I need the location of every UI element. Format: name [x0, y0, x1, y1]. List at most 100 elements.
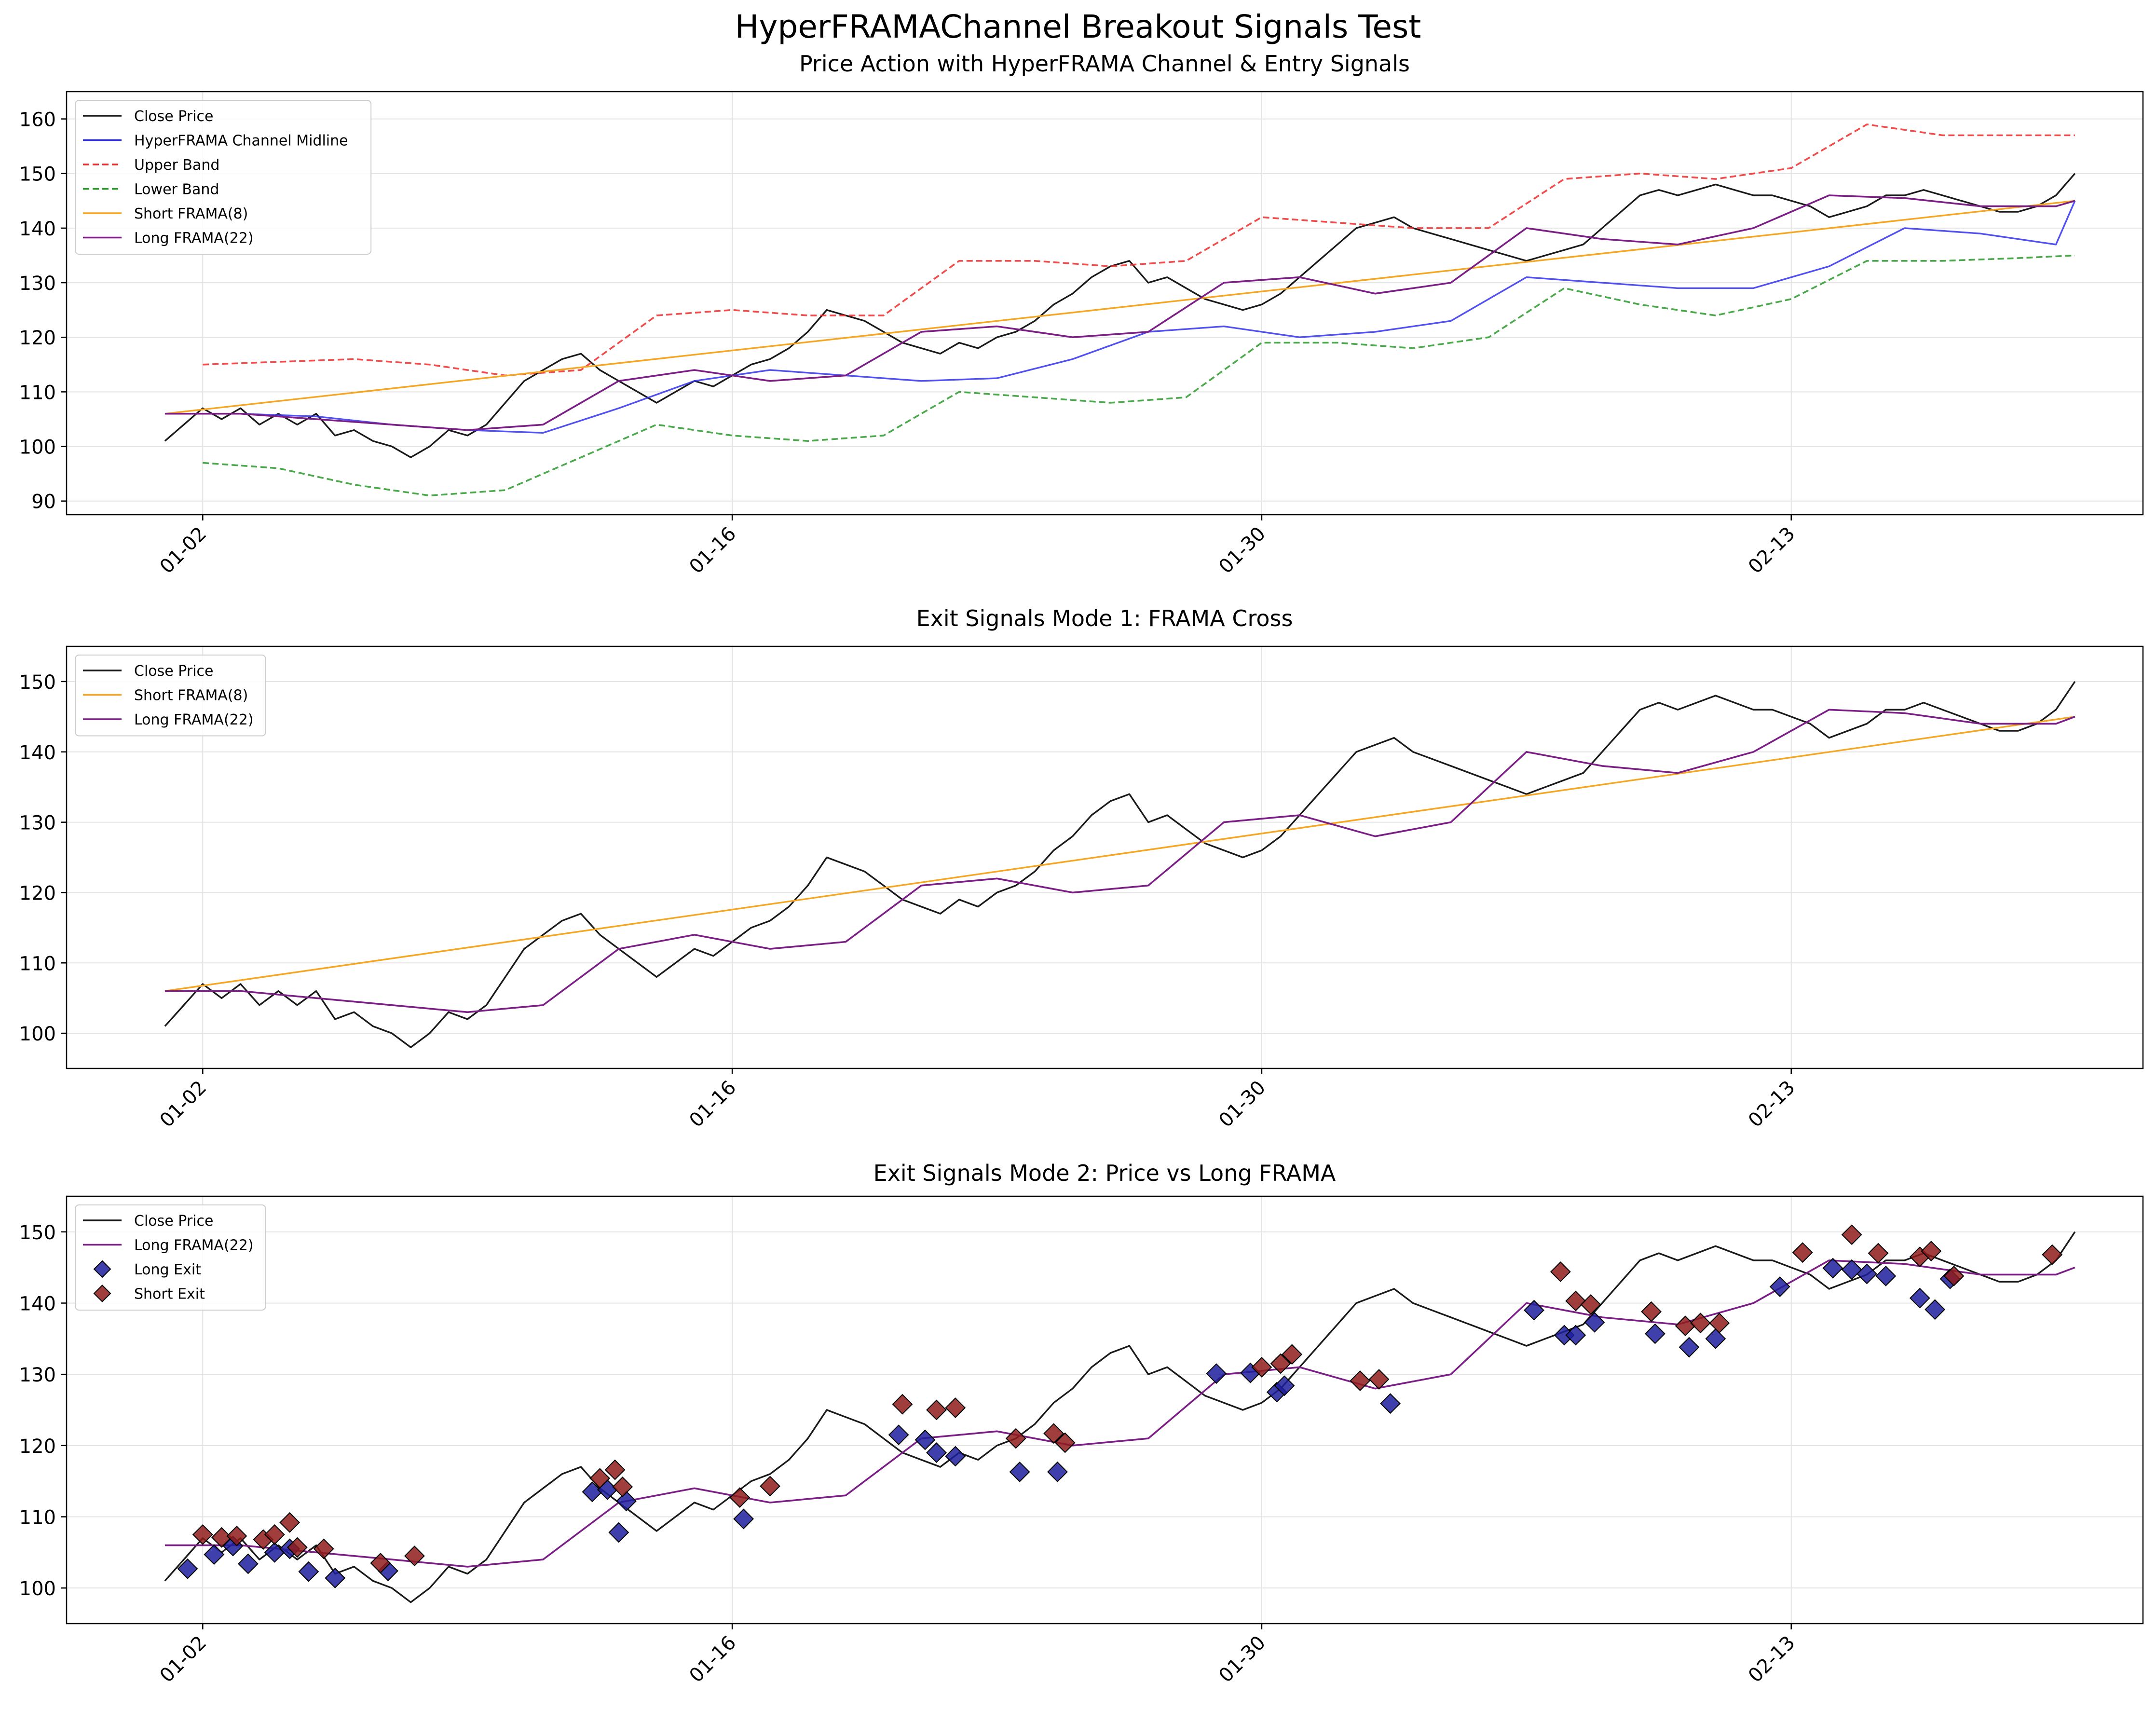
short-exit-marker: [1921, 1241, 1942, 1262]
y-tick-label: 140: [19, 1293, 56, 1315]
short-exit-marker: [1282, 1344, 1303, 1365]
series-short-frama-8: [164, 200, 2075, 415]
long-exit-marker: [1705, 1328, 1726, 1349]
short-exit-marker: [1550, 1261, 1571, 1282]
gridlines: [67, 92, 2143, 515]
short-exit-marker: [1368, 1369, 1390, 1390]
legend-label: Close Price: [134, 108, 213, 125]
gridlines: [67, 1196, 2143, 1624]
y-tick-label: 150: [19, 1222, 56, 1244]
legend-label: Close Price: [134, 663, 213, 680]
long-exit-marker: [733, 1508, 754, 1530]
legend-item-long-frama-22: Long FRAMA(22): [83, 230, 254, 247]
x-tick-label: 02-13: [1744, 1632, 1800, 1687]
x-tick-label: 01-02: [156, 1632, 211, 1687]
short-exit-marker: [1005, 1428, 1026, 1449]
long-exit-marker: [1856, 1263, 1877, 1285]
short-exit-marker: [1251, 1356, 1272, 1378]
panel-1-title: Price Action with HyperFRAMA Channel & E…: [799, 51, 1410, 77]
legend-label: Short FRAMA(8): [134, 205, 248, 222]
long-exit-marker: [1841, 1259, 1862, 1280]
legend-item-lower-band: Lower Band: [83, 181, 219, 198]
y-tick-label: 110: [19, 1507, 56, 1529]
legend-label: Long FRAMA(22): [134, 230, 254, 247]
legend-box: [75, 100, 372, 255]
x-tick-label: 02-13: [1744, 1077, 1800, 1132]
figure-title: HyperFRAMAChannel Breakout Signals Test: [735, 8, 1421, 45]
y-tick-label: 120: [19, 882, 56, 904]
legend-box: [75, 655, 266, 737]
y-tick-label: 100: [19, 1578, 56, 1600]
series-hyperframa-channel-midline: [164, 200, 2076, 434]
short-exit-marker: [604, 1459, 626, 1480]
legend-label: Long Exit: [134, 1261, 201, 1278]
series-upper-band: [203, 123, 2075, 377]
legend-item-close-price: Close Price: [83, 663, 213, 680]
x-tick-label: 02-13: [1744, 523, 1800, 578]
x-axis: 01-02 01-16 01-30 02-13: [156, 515, 1800, 578]
series-close-price: [164, 1231, 2076, 1603]
panel-exit-mode-2: Exit Signals Mode 2: Price vs Long FRAMA…: [19, 1160, 2144, 1687]
long-exit-marker: [1009, 1462, 1030, 1482]
long-exit-marker: [1875, 1265, 1897, 1286]
long-exit-marker: [1924, 1299, 1946, 1320]
axes-frame: [66, 91, 2144, 516]
short-exit-marker: [926, 1399, 947, 1421]
long-exit-marker: [914, 1429, 936, 1450]
legend-item-hyperframa-channel-midline: HyperFRAMA Channel Midline: [83, 133, 348, 150]
long-exit-marker: [616, 1490, 637, 1512]
panel-3-title: Exit Signals Mode 2: Price vs Long FRAMA: [873, 1160, 1336, 1186]
series-long-frama-22: [164, 1259, 2075, 1568]
long-exit-marker: [204, 1544, 225, 1565]
legend-label: HyperFRAMA Channel Midline: [134, 133, 348, 150]
legend-swatch: [93, 1260, 111, 1278]
legend-label: Lower Band: [134, 181, 219, 198]
panel-exit-mode-1: Exit Signals Mode 1: FRAMA Cross 1001101…: [19, 605, 2144, 1132]
series-lower-band: [203, 254, 2075, 497]
y-tick-label: 130: [19, 1364, 56, 1386]
short-exit-marker: [1841, 1224, 1862, 1245]
short-exit-marker: [1054, 1432, 1076, 1453]
y-tick-label: 150: [19, 671, 56, 694]
long-exit-marker: [1274, 1375, 1295, 1396]
y-tick-label: 160: [19, 109, 56, 131]
short-exit-marker: [370, 1553, 391, 1573]
series-group: [164, 1224, 2076, 1603]
short-exit-marker: [1270, 1353, 1291, 1374]
series-short-frama-8: [164, 716, 2075, 992]
long-exit-marker: [325, 1568, 346, 1588]
legend: Close Price Short FRAMA(8) Long FRAMA(22): [75, 655, 266, 737]
short-exit-marker: [1792, 1242, 1813, 1263]
legend-item-long-exit: Long Exit: [93, 1260, 201, 1278]
x-tick-label: 01-16: [685, 523, 740, 578]
y-tick-label: 90: [31, 491, 56, 513]
y-tick-label: 120: [19, 1436, 56, 1458]
short-exit-marker: [589, 1468, 611, 1489]
long-exit-marker: [177, 1558, 198, 1579]
short-exit-marker: [892, 1394, 913, 1415]
legend-label: Close Price: [134, 1213, 213, 1230]
long-exit-marker: [1645, 1323, 1665, 1344]
x-tick-label: 01-30: [1214, 523, 1270, 578]
short-exit-marker: [1565, 1290, 1586, 1312]
long-exit-marker: [1047, 1462, 1068, 1482]
y-tick-label: 100: [19, 437, 56, 459]
legend-box: [75, 1204, 266, 1311]
y-tick-label: 140: [19, 218, 56, 240]
x-tick-label: 01-16: [685, 1632, 740, 1687]
legend-item-close-price: Close Price: [83, 1213, 213, 1230]
series-group: [164, 681, 2076, 1049]
long-exit-marker: [1822, 1258, 1843, 1279]
long-exit-marker: [237, 1553, 259, 1574]
panel-2-title: Exit Signals Mode 1: FRAMA Cross: [916, 605, 1293, 631]
short-exit-marker: [729, 1487, 751, 1508]
legend-label: Long FRAMA(22): [134, 711, 254, 728]
legend-label: Long FRAMA(22): [134, 1237, 254, 1254]
y-tick-label: 130: [19, 812, 56, 834]
y-axis: 100 110 120 130 140 150: [19, 1222, 67, 1600]
long-exit-marker: [1565, 1325, 1586, 1346]
long-exit-marker: [298, 1561, 319, 1582]
short-exit-marker: [287, 1537, 308, 1558]
x-tick-label: 01-30: [1214, 1077, 1270, 1132]
series-long-frama-22: [164, 194, 2075, 431]
